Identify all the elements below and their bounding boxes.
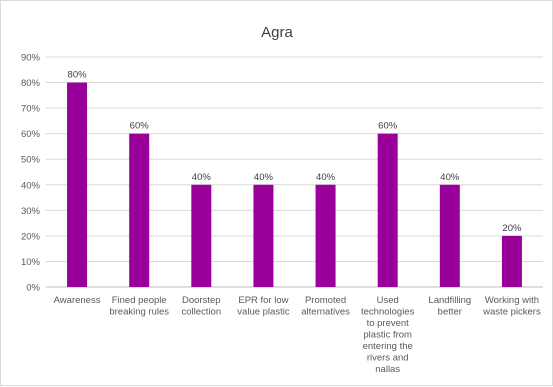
x-tick-label: Awareness xyxy=(54,295,101,306)
y-tick-label: 60% xyxy=(21,129,41,140)
y-tick-label: 40% xyxy=(21,180,41,191)
y-tick-label: 10% xyxy=(21,257,41,268)
bar xyxy=(67,82,88,287)
data-label: 20% xyxy=(502,223,522,234)
y-tick-label: 20% xyxy=(21,231,41,242)
x-tick-label: Landfilling better xyxy=(428,295,471,318)
data-labels: 80% 60% 40% 40% 40% 60% 40% 20% xyxy=(68,70,522,234)
bar xyxy=(191,184,212,287)
x-tick-label: Working with waste pickers xyxy=(482,295,541,318)
bar xyxy=(501,235,522,287)
data-label: 40% xyxy=(254,172,274,183)
data-label: 60% xyxy=(130,121,150,132)
data-label: 40% xyxy=(316,172,336,183)
data-label: 40% xyxy=(440,172,460,183)
data-label: 40% xyxy=(192,172,212,183)
data-label: 80% xyxy=(68,70,88,81)
x-tick-label: Promoted alternatives xyxy=(301,295,350,318)
y-tick-label: 50% xyxy=(21,155,41,166)
category-labels: Awareness Fined people breaking rules Doors… xyxy=(54,295,541,375)
chart-title: Agra xyxy=(261,24,293,41)
y-tick-label: 30% xyxy=(21,206,41,217)
gridlines xyxy=(46,56,543,288)
bar xyxy=(439,184,460,287)
bar xyxy=(129,133,150,287)
x-tick-label: EPR for low value plastic xyxy=(237,295,290,318)
y-tick-label: 0% xyxy=(26,283,40,294)
bar xyxy=(377,133,398,287)
bar xyxy=(315,184,336,287)
y-tick-label: 90% xyxy=(21,53,41,64)
x-tick-label: Used technologies to prevent plastic from en… xyxy=(361,295,415,375)
y-tick-label: 80% xyxy=(21,78,41,89)
x-tick-label: Fined people breaking rules xyxy=(109,295,169,318)
data-label: 60% xyxy=(378,121,398,132)
bar xyxy=(253,184,274,287)
bars xyxy=(67,82,522,287)
x-tick-label: Doorstep collection xyxy=(182,295,222,318)
y-tick-label: 70% xyxy=(21,104,41,115)
y-axis-ticks: 0% 10% 20% 30% 40% 50% 60% 70% 80% 90% xyxy=(21,53,41,294)
